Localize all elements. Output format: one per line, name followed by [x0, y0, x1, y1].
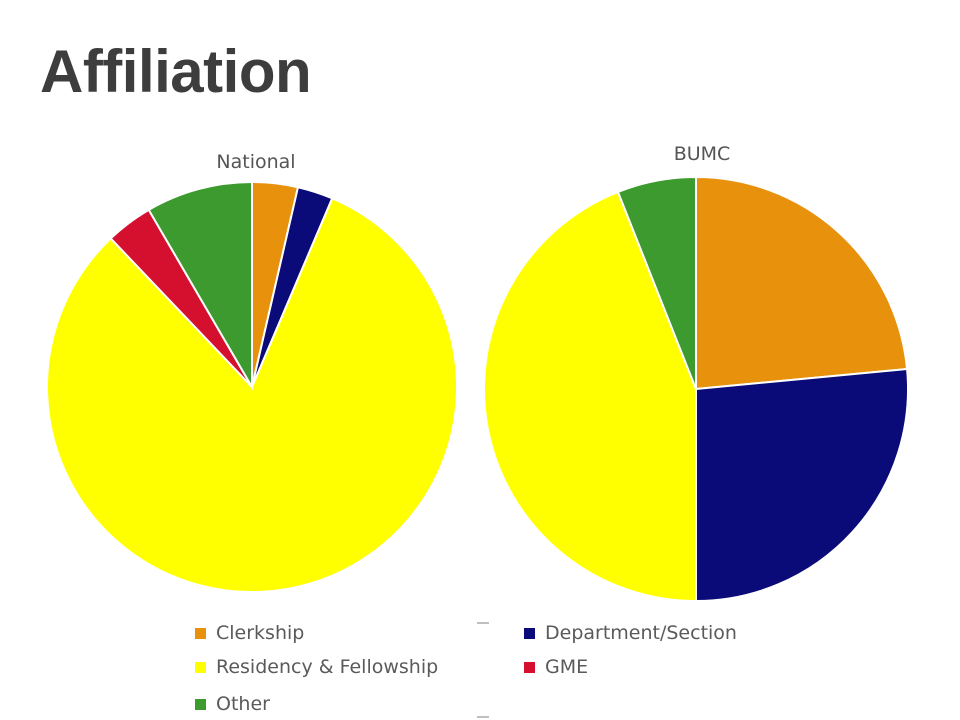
chart-title-national: National	[216, 151, 295, 173]
pie-chart-bumc	[483, 175, 909, 603]
pie-chart-national	[46, 180, 458, 593]
slide-title: Affiliation	[40, 38, 312, 105]
pie-slice-bumc-residency-fellowship	[483, 190, 697, 603]
pie-slice-bumc-other	[616, 175, 697, 390]
pie-slice-national-other	[147, 180, 253, 391]
pie-slice-bumc-department-section	[695, 367, 909, 603]
pie-slice-bumc-clerkship	[695, 175, 909, 391]
chart-title-bumc: BUMC	[674, 143, 731, 165]
pie-slice-national-residency-fellowship	[46, 197, 458, 593]
